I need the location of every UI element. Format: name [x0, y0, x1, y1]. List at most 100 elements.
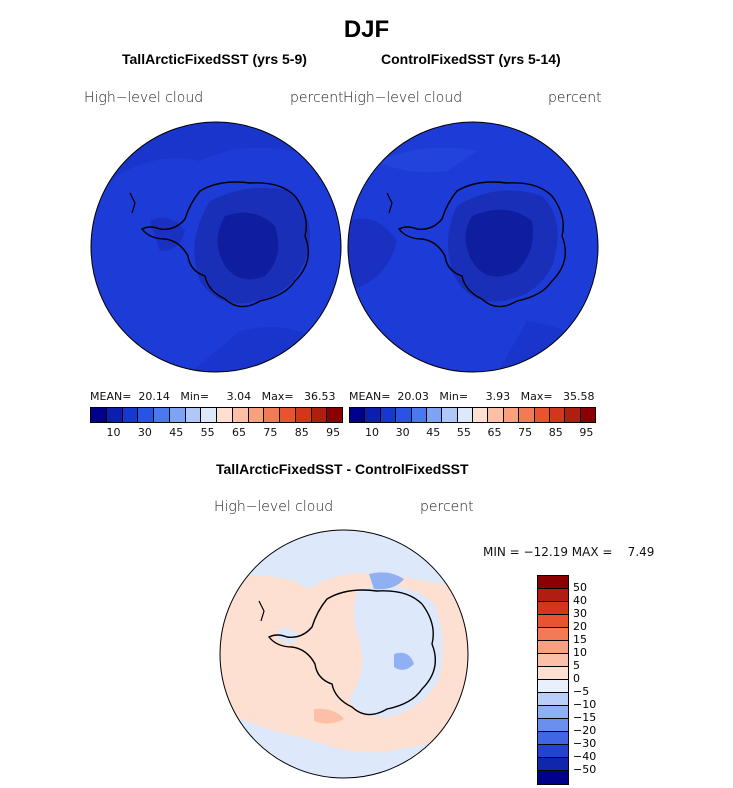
colorbar-swatch	[538, 641, 568, 654]
colorbar-swatch	[534, 408, 550, 422]
panel-1-colorbar-ticks: 10 30 45 55 65 75 85 95	[90, 426, 341, 440]
colorbar-swatch	[538, 667, 568, 680]
panel-2-title: ControlFixedSST (yrs 5-14)	[381, 51, 561, 67]
diff-panel-units-label: percent	[420, 499, 474, 515]
colorbar-swatch	[426, 408, 443, 422]
colorbar-swatch	[538, 732, 568, 745]
colorbar-tick-label: −50	[573, 763, 597, 776]
panel-1-polar-map	[90, 121, 342, 373]
colorbar-tick-label: 55	[200, 426, 215, 439]
colorbar-swatch	[295, 408, 312, 422]
colorbar-swatch	[538, 680, 568, 693]
colorbar-swatch	[380, 408, 397, 422]
colorbar-swatch	[565, 408, 581, 422]
colorbar-swatch	[538, 602, 568, 615]
colorbar-swatch	[311, 408, 328, 422]
colorbar-tick-label: −30	[573, 737, 597, 750]
colorbar-tick-label: 45	[169, 426, 184, 439]
colorbar-swatch	[248, 408, 265, 422]
diff-panel-title: TallArcticFixedSST - ControlFixedSST	[216, 461, 469, 477]
colorbar-tick-label: 65	[232, 426, 247, 439]
colorbar-tick-label: 5	[573, 659, 580, 672]
colorbar-tick-label: 10	[573, 646, 587, 659]
panel-2-stats: MEAN= 20.03 Min= 3.93 Max= 35.58	[349, 390, 595, 403]
colorbar-swatch	[538, 589, 568, 602]
panel-2-colorbar	[349, 407, 596, 423]
colorbar-tick-label: 55	[456, 426, 471, 439]
colorbar-tick-label: 10	[106, 426, 121, 439]
panel-2-colorbar-ticks: 10 30 45 55 65 75 85 95	[349, 426, 594, 440]
colorbar-swatch	[473, 408, 489, 422]
colorbar-swatch	[122, 408, 139, 422]
colorbar-tick-label: −5	[573, 685, 590, 698]
panel-2-units-label: percent	[548, 90, 602, 106]
colorbar-tick-label: 75	[263, 426, 278, 439]
colorbar-tick-label: 85	[294, 426, 309, 439]
colorbar-swatch	[549, 408, 566, 422]
colorbar-tick-label: 75	[518, 426, 533, 439]
colorbar-swatch	[538, 706, 568, 719]
colorbar-tick-label: 65	[487, 426, 502, 439]
colorbar-tick-label: 30	[137, 426, 152, 439]
colorbar-tick-label: 45	[426, 426, 441, 439]
colorbar-swatch	[538, 654, 568, 667]
colorbar-tick-label: 20	[573, 620, 587, 633]
colorbar-swatch	[264, 408, 280, 422]
diff-panel-variable-label: High−level cloud	[214, 499, 334, 515]
colorbar-swatch	[580, 408, 595, 422]
colorbar-swatch	[350, 408, 366, 422]
panel-2-polar-map	[347, 121, 599, 373]
colorbar-swatch	[411, 408, 427, 422]
colorbar-tick-label: 10	[364, 426, 379, 439]
colorbar-swatch	[365, 408, 381, 422]
panel-1-variable-label: High−level cloud	[84, 90, 204, 106]
colorbar-swatch	[538, 745, 568, 758]
colorbar-tick-label: 95	[326, 426, 341, 439]
colorbar-swatch	[91, 408, 107, 422]
colorbar-swatch	[538, 576, 568, 589]
colorbar-tick-label: −20	[573, 724, 597, 737]
colorbar-tick-label: 40	[573, 594, 587, 607]
panel-1-colorbar	[90, 407, 343, 423]
panel-1-title: TallArcticFixedSST (yrs 5-9)	[122, 51, 307, 67]
colorbar-swatch	[538, 719, 568, 732]
colorbar-swatch	[327, 408, 342, 422]
colorbar-swatch	[106, 408, 123, 422]
colorbar-swatch	[538, 771, 568, 784]
colorbar-tick-label: −10	[573, 698, 597, 711]
colorbar-swatch	[538, 693, 568, 706]
colorbar-swatch	[201, 408, 217, 422]
colorbar-swatch	[138, 408, 154, 422]
panel-1-stats: MEAN= 20.14 Min= 3.04 Max= 36.53	[90, 390, 336, 403]
colorbar-swatch	[217, 408, 233, 422]
colorbar-swatch	[457, 408, 473, 422]
colorbar-swatch	[442, 408, 458, 422]
colorbar-swatch	[538, 758, 568, 771]
diff-panel-colorbar	[537, 575, 569, 785]
colorbar-tick-label: 85	[548, 426, 563, 439]
colorbar-swatch	[280, 408, 296, 422]
colorbar-tick-label: 50	[573, 581, 587, 594]
colorbar-tick-label: −15	[573, 711, 597, 724]
colorbar-tick-label: 30	[395, 426, 410, 439]
panel-2-variable-label: High−level cloud	[343, 90, 463, 106]
colorbar-swatch	[169, 408, 186, 422]
colorbar-swatch	[538, 615, 568, 628]
diff-panel-minmax: MIN = −12.19 MAX = 7.49	[483, 545, 655, 559]
diff-panel-polar-map	[219, 529, 469, 779]
figure-title: DJF	[343, 16, 390, 43]
colorbar-swatch	[396, 408, 412, 422]
colorbar-tick-label: 0	[573, 672, 580, 685]
colorbar-swatch	[232, 408, 249, 422]
diff-panel-colorbar-ticks: 50 40 30 20 15 10 5 0 −5 −10 −15 −20 −30 −40 −50	[573, 575, 613, 780]
colorbar-swatch	[488, 408, 504, 422]
colorbar-tick-label: 30	[573, 607, 587, 620]
colorbar-tick-label: 15	[573, 633, 587, 646]
colorbar-swatch	[185, 408, 202, 422]
colorbar-swatch	[538, 628, 568, 641]
colorbar-tick-label: −40	[573, 750, 597, 763]
colorbar-tick-label: 95	[579, 426, 594, 439]
colorbar-swatch	[503, 408, 520, 422]
colorbar-swatch	[154, 408, 170, 422]
colorbar-swatch	[519, 408, 535, 422]
